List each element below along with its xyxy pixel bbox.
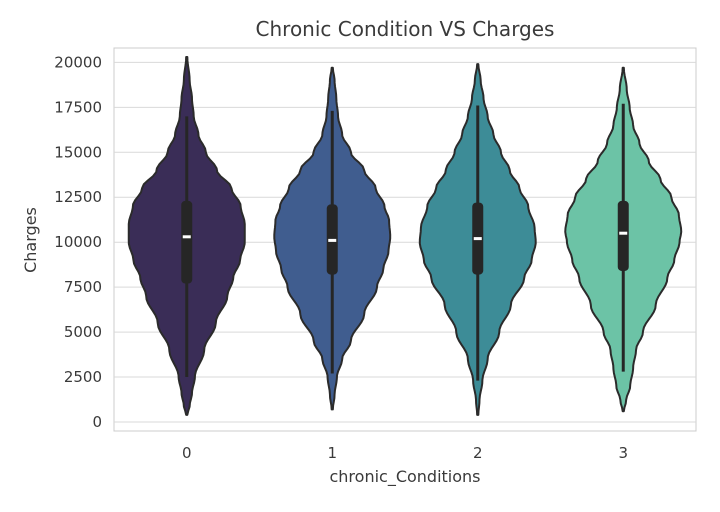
y-tick-labels: 0 2500 5000 7500 10000 12500 15000 17500 20000 (54, 53, 102, 431)
x-tick-labels: 0 1 2 3 (182, 444, 628, 462)
violin-iqr-box (181, 200, 193, 284)
chart-title: Chronic Condition VS Charges (256, 17, 555, 41)
violin-median-marker (182, 235, 191, 239)
violins (127, 55, 683, 416)
y-tick-label: 0 (92, 413, 102, 431)
violin-median-marker (619, 231, 628, 235)
violin-0 (127, 55, 246, 416)
x-tick-label: 2 (473, 444, 483, 462)
y-tick-label: 15000 (54, 143, 102, 161)
y-tick-label: 12500 (54, 188, 102, 206)
y-tick-label: 2500 (64, 368, 102, 386)
x-tick-label: 1 (327, 444, 337, 462)
violin-1 (273, 66, 392, 411)
violin-median-marker (473, 237, 482, 241)
y-tick-label: 10000 (54, 233, 102, 251)
y-tick-label: 20000 (54, 53, 102, 71)
y-axis-title: Charges (21, 207, 40, 273)
y-tick-label: 7500 (64, 278, 102, 296)
violin-3 (564, 66, 683, 413)
y-tick-label: 17500 (54, 98, 102, 116)
x-axis-title: chronic_Conditions (329, 467, 480, 487)
violin-iqr-box (617, 200, 629, 271)
violin-2 (418, 63, 537, 416)
violin-median-marker (328, 238, 337, 242)
x-tick-label: 0 (182, 444, 192, 462)
y-tick-label: 5000 (64, 323, 102, 341)
x-tick-label: 3 (618, 444, 628, 462)
